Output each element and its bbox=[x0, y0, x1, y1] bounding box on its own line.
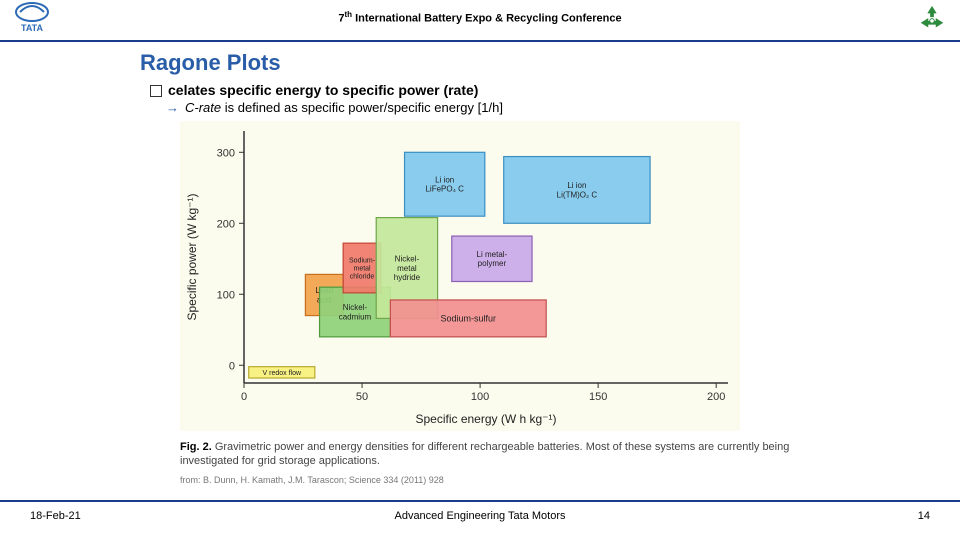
content-region: Ragone Plots celates specific energy to … bbox=[140, 48, 820, 485]
svg-text:polymer: polymer bbox=[478, 259, 507, 268]
svg-text:Nickel-: Nickel- bbox=[343, 303, 368, 312]
caption-lead: Fig. 2. bbox=[180, 441, 212, 453]
bullet-level-1: celates specific energy to specific powe… bbox=[150, 82, 820, 98]
figure-credit: from: B. Dunn, H. Kamath, J.M. Tarascon;… bbox=[180, 475, 820, 485]
svg-text:200: 200 bbox=[217, 218, 235, 230]
svg-text:50: 50 bbox=[356, 391, 368, 403]
slide-page: TATA 7th International Battery Expo & Re… bbox=[0, 0, 960, 540]
svg-text:150: 150 bbox=[589, 391, 607, 403]
svg-text:Sodium-sulfur: Sodium-sulfur bbox=[441, 314, 497, 324]
slide-title: Ragone Plots bbox=[140, 50, 820, 76]
svg-text:chloride: chloride bbox=[350, 274, 375, 281]
bullet1-text: celates specific energy to specific powe… bbox=[168, 82, 478, 98]
footer-bar: 18-Feb-21 Advanced Engineering Tata Moto… bbox=[0, 500, 960, 532]
recycle-logo-icon bbox=[916, 4, 948, 34]
svg-text:0: 0 bbox=[241, 391, 247, 403]
svg-text:cadmium: cadmium bbox=[339, 312, 372, 321]
svg-text:V redox flow: V redox flow bbox=[263, 370, 302, 377]
svg-text:Li ion: Li ion bbox=[567, 181, 586, 190]
bullet2-text: C-rate is defined as specific power/spec… bbox=[185, 100, 503, 115]
svg-text:0: 0 bbox=[229, 360, 235, 372]
svg-text:Specific energy (W h kg⁻¹): Specific energy (W h kg⁻¹) bbox=[415, 412, 556, 426]
svg-text:Nickel-: Nickel- bbox=[395, 255, 420, 264]
svg-text:300: 300 bbox=[217, 147, 235, 159]
footer-center: Advanced Engineering Tata Motors bbox=[0, 510, 960, 522]
svg-text:metal: metal bbox=[397, 264, 417, 273]
svg-text:LiFePO₄ C: LiFePO₄ C bbox=[425, 185, 464, 194]
svg-text:200: 200 bbox=[707, 391, 725, 403]
figure-caption: Fig. 2. Gravimetric power and energy den… bbox=[180, 440, 820, 469]
svg-text:Sodium-: Sodium- bbox=[349, 257, 376, 264]
header-bar: TATA 7th International Battery Expo & Re… bbox=[0, 0, 960, 42]
svg-text:Specific power (W kg⁻¹): Specific power (W kg⁻¹) bbox=[185, 193, 199, 320]
bullet-level-2: → C-rate is defined as specific power/sp… bbox=[166, 100, 820, 115]
svg-text:Li(TM)O₂ C: Li(TM)O₂ C bbox=[557, 190, 598, 199]
ragone-plot: 0 50 100 150 200 0 100 200 300 Specific energy (W… bbox=[180, 121, 820, 436]
conf-post: International Battery Expo & Recycling C… bbox=[352, 13, 622, 25]
svg-text:Li ion: Li ion bbox=[435, 175, 454, 184]
svg-text:hydride: hydride bbox=[394, 273, 421, 282]
conference-title: 7th International Battery Expo & Recycli… bbox=[0, 10, 960, 25]
bullet2-em: C-rate bbox=[185, 100, 221, 115]
bullet2-rest: is defined as specific power/specific en… bbox=[221, 100, 503, 115]
svg-text:100: 100 bbox=[471, 391, 489, 403]
ragone-svg: 0 50 100 150 200 0 100 200 300 Specific energy (W… bbox=[180, 121, 740, 431]
svg-text:metal: metal bbox=[353, 265, 371, 272]
caption-text: Gravimetric power and energy densities f… bbox=[180, 441, 789, 467]
footer-page: 14 bbox=[918, 510, 930, 522]
arrow-right-icon: → bbox=[166, 100, 179, 115]
conf-sup: th bbox=[344, 10, 352, 19]
svg-text:Li metal-: Li metal- bbox=[477, 250, 508, 259]
square-bullet-icon bbox=[150, 85, 162, 97]
svg-text:100: 100 bbox=[217, 289, 235, 301]
